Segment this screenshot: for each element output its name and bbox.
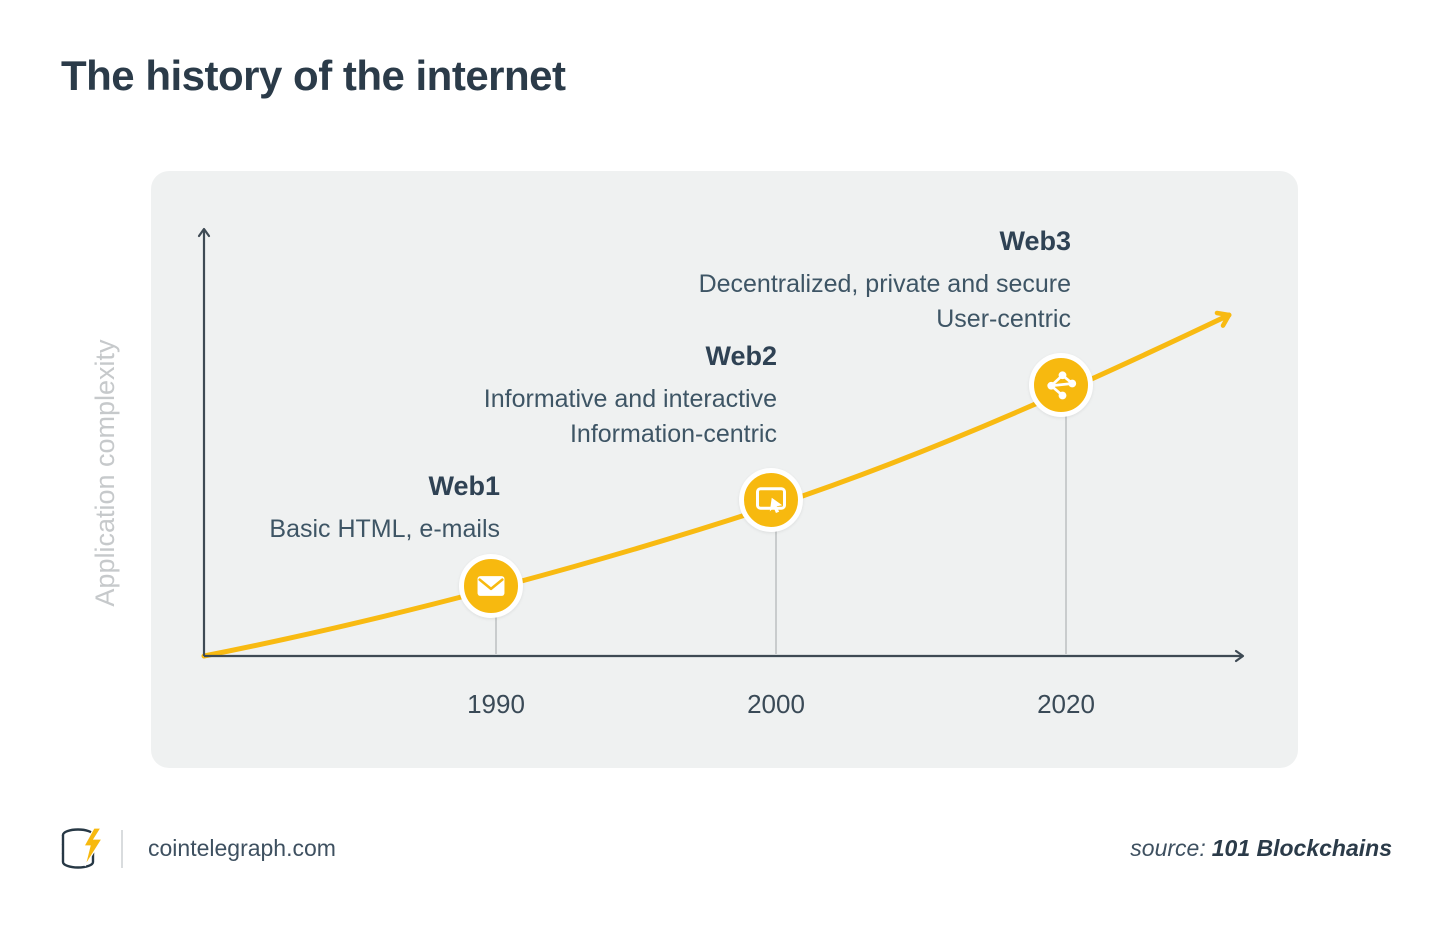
x-tick-1990: 1990 — [467, 689, 525, 719]
era-title-web1: Web1 — [428, 471, 500, 501]
era-desc-web3-line1: Decentralized, private and secure — [698, 270, 1071, 298]
footer-divider — [121, 830, 123, 868]
era-desc-web2-line2: Information-centric — [569, 420, 777, 448]
milestone-node-web2 — [739, 468, 803, 532]
x-tick-2000: 2000 — [747, 689, 805, 719]
cointelegraph-logo — [61, 827, 104, 869]
milestone-node-web1 — [459, 554, 523, 618]
era-title-web3: Web3 — [999, 226, 1071, 256]
x-tick-2020: 2020 — [1037, 689, 1095, 719]
milestone-label-web2: Web2 Informative and interactive Informa… — [484, 341, 777, 452]
milestone-label-web3: Web3 Decentralized, private and secure U… — [699, 226, 1071, 337]
chart-panel: Web1 Basic HTML, e-mails Web2 Informativ… — [151, 171, 1298, 768]
source-attribution: source: 101 Blockchains — [1130, 835, 1392, 862]
envelope-icon — [477, 576, 505, 596]
era-title-web2: Web2 — [705, 341, 777, 371]
era-desc-web3-line2: User-centric — [936, 305, 1071, 333]
browser-cursor-icon — [756, 487, 786, 514]
era-desc-web2-line1: Informative and interactive — [483, 385, 777, 413]
source-label: source: — [1130, 835, 1206, 861]
page-title: The history of the internet — [61, 52, 566, 99]
brand-text: cointelegraph.com — [148, 835, 336, 861]
era-desc-web1-line1: Basic HTML, e-mails — [269, 515, 500, 543]
source-value: 101 Blockchains — [1211, 835, 1392, 861]
footer: cointelegraph.com source: 101 Blockchains — [0, 820, 1450, 880]
milestone-label-web1: Web1 Basic HTML, e-mails — [269, 471, 500, 547]
milestone-node-web3 — [1029, 353, 1093, 417]
network-nodes-icon — [1047, 371, 1077, 400]
y-axis-label: Application complexity — [90, 339, 120, 607]
